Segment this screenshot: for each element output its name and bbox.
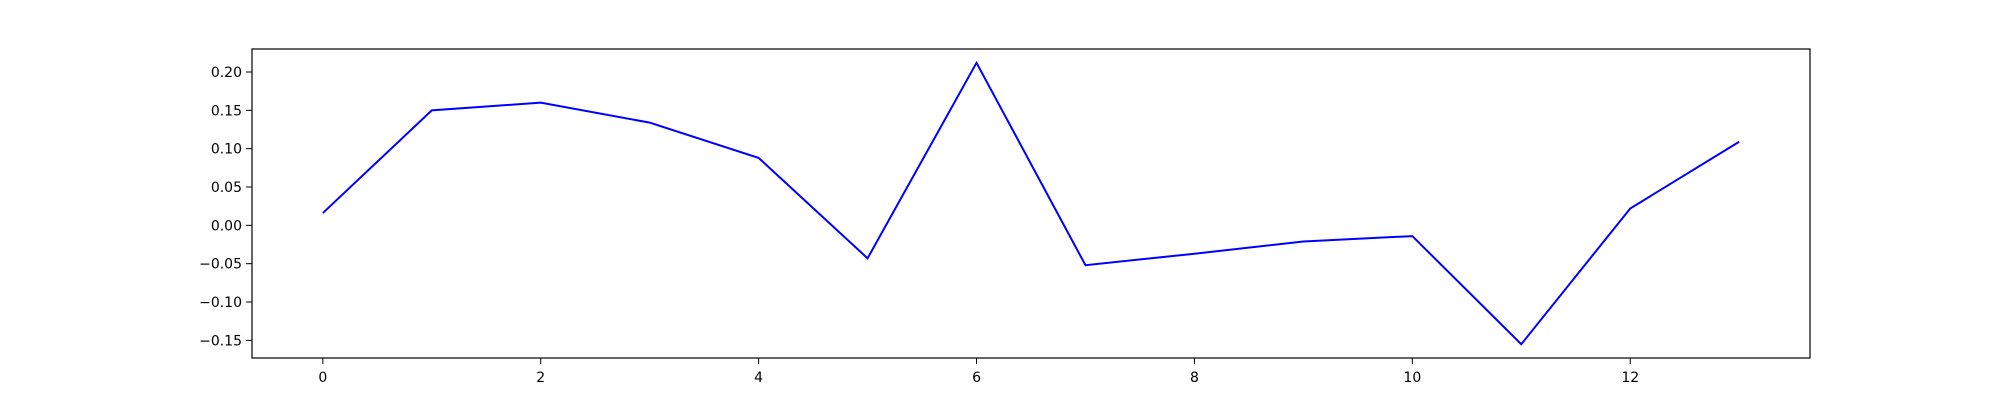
axes-frame (251, 48, 1811, 359)
y-tick-label: 0.15 (211, 103, 242, 119)
x-axis: 0 2 4 6 8 10 12 (318, 358, 1639, 386)
data-point (1193, 253, 1195, 255)
data-point (1302, 240, 1304, 242)
y-axis: 0.20 0.15 0.10 0.05 0.00 −0.05 −0.10 −0.15 (199, 65, 252, 349)
data-point (867, 257, 869, 259)
x-tick-label: 2 (536, 370, 545, 386)
data-point (1520, 343, 1522, 345)
series-line-0 (322, 60, 1740, 346)
x-tick-label: 12 (1621, 370, 1639, 386)
data-point (758, 157, 760, 159)
data-point (1738, 141, 1740, 143)
x-tick-label: 8 (1190, 370, 1199, 386)
x-tick-label: 4 (754, 370, 763, 386)
x-tick-label: 0 (318, 370, 327, 386)
y-tick-label: −0.10 (199, 295, 242, 311)
y-tick-label: 0.05 (211, 180, 242, 196)
data-point (431, 109, 433, 111)
y-tick-label: 0.00 (211, 218, 242, 234)
data-point (1411, 235, 1413, 237)
data-point (649, 122, 651, 124)
data-point (540, 102, 542, 104)
y-tick-label: 0.10 (211, 142, 242, 158)
data-point (976, 62, 978, 64)
y-tick-label: −0.05 (199, 257, 242, 273)
data-point (1629, 207, 1631, 209)
x-tick-label: 10 (1403, 370, 1421, 386)
y-tick-label: −0.15 (199, 333, 242, 349)
plot-area (322, 60, 1740, 346)
data-point (1084, 264, 1086, 266)
data-point (322, 212, 324, 214)
x-tick-label: 6 (972, 370, 981, 386)
y-tick-label: 0.20 (211, 65, 242, 81)
